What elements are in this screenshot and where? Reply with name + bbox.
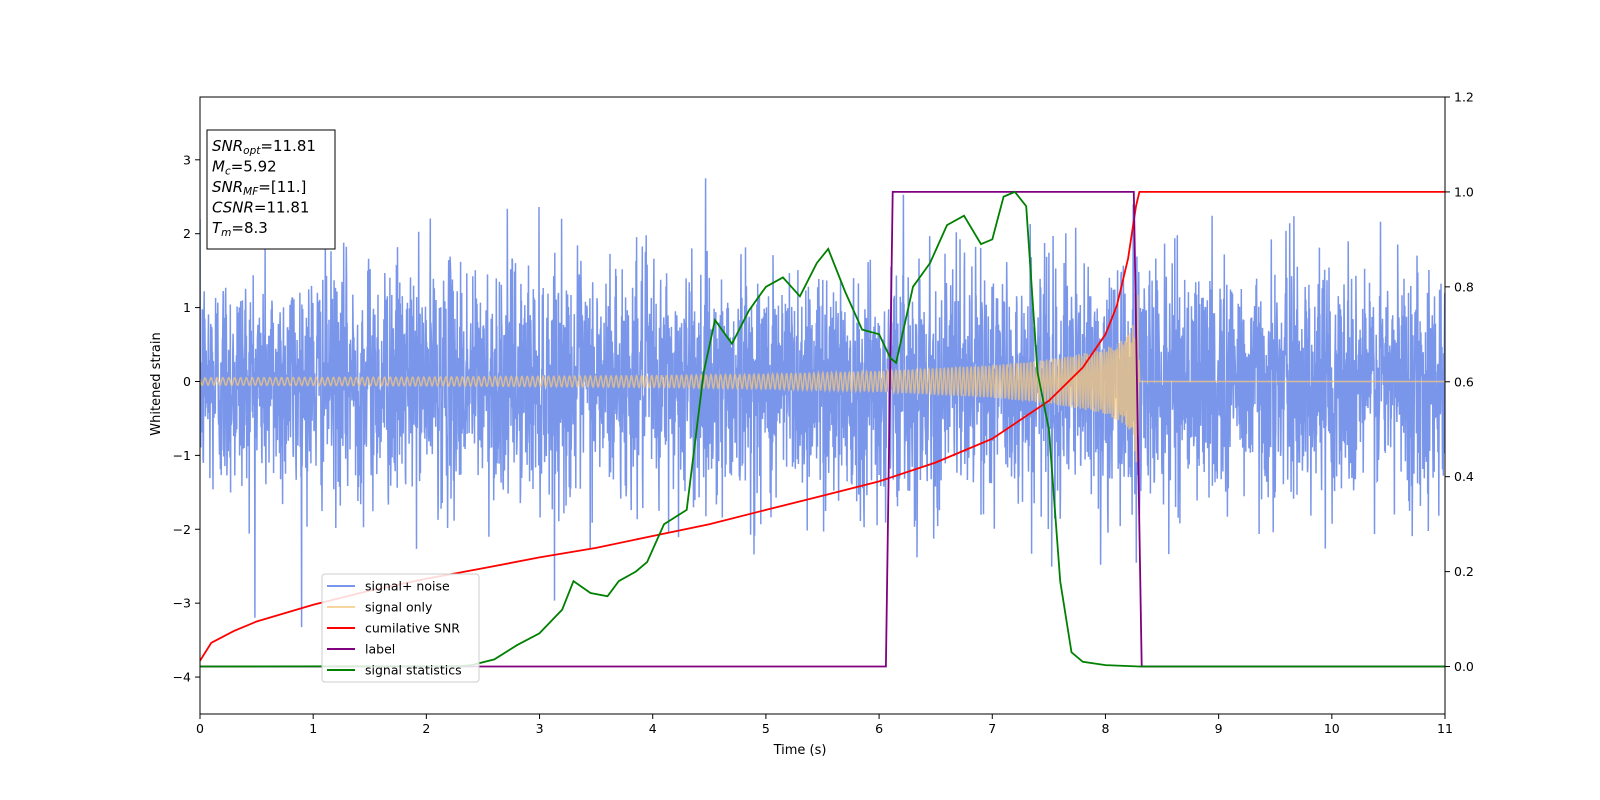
annotation-line: SNRMF=[11.]	[212, 178, 306, 198]
x-tick-label: 4	[649, 721, 657, 736]
annotation-line: Mc=5.92	[212, 158, 277, 178]
y-tick-label: 2	[183, 226, 191, 241]
x-tick-label: 0	[196, 721, 204, 736]
x-tick-label: 3	[536, 721, 544, 736]
x-tick-label: 5	[762, 721, 770, 736]
axes-layer: 0 1 2 3 4 5 6 7 8 9 10 113210−1−2−3−41.21.00.80.60.…	[173, 90, 1474, 737]
y-tick-label: 0	[183, 374, 191, 389]
y2-tick-label: 0.4	[1454, 469, 1474, 484]
y-axis-label: Whitened strain	[149, 332, 164, 435]
series-signal-only	[200, 294, 1445, 463]
annotation-line: CSNR=11.81	[212, 199, 309, 217]
annotation-box: SNRopt=11.81Mc=5.92SNRMF=[11.]CSNR=11.81…	[206, 129, 336, 250]
x-tick-label: 6	[875, 721, 883, 736]
legend-entry: signal+ noise	[365, 579, 450, 594]
y2-tick-label: 0.8	[1454, 279, 1474, 294]
x-tick-label: 1	[309, 721, 317, 736]
y-tick-label: −3	[173, 596, 191, 611]
annotation-line: Tm=8.3	[212, 219, 268, 239]
legend-entry: label	[365, 642, 395, 657]
y2-tick-label: 0.0	[1454, 659, 1474, 674]
y2-tick-label: 1.0	[1454, 184, 1474, 199]
annotation-frame	[206, 129, 336, 250]
y2-tick-label: 0.2	[1454, 564, 1474, 579]
y-tick-label: 3	[183, 152, 191, 167]
x-axis-label: Time (s)	[773, 743, 827, 758]
x-tick-label: 2	[422, 721, 430, 736]
legend-entry: signal only	[365, 600, 433, 615]
y2-tick-label: 0.6	[1454, 374, 1474, 389]
y-tick-label: 1	[183, 300, 191, 315]
series-layer	[200, 178, 1445, 668]
x-tick-label: 11	[1437, 721, 1453, 736]
x-tick-label: 10	[1324, 721, 1340, 736]
series-cumilative-snr	[200, 191, 1445, 662]
series-signal-plus-noise	[200, 178, 1445, 628]
y2-tick-label: 1.2	[1454, 90, 1474, 105]
series-signal-statistics	[200, 190, 1445, 668]
x-tick-label: 9	[1215, 721, 1223, 736]
legend: signal+ noise signal only cumilative SNR la…	[321, 573, 480, 683]
legend-entry: signal statistics	[365, 663, 462, 678]
y-tick-label: −1	[173, 448, 191, 463]
plot-frame	[199, 96, 1446, 715]
y-tick-label: −2	[173, 522, 191, 537]
x-tick-label: 7	[988, 721, 996, 736]
legend-entry: cumilative SNR	[365, 621, 460, 636]
y-tick-label: −4	[173, 670, 191, 685]
annotation-line: SNRopt=11.81	[212, 137, 316, 157]
x-tick-label: 8	[1101, 721, 1109, 736]
legend-frame	[321, 573, 480, 683]
